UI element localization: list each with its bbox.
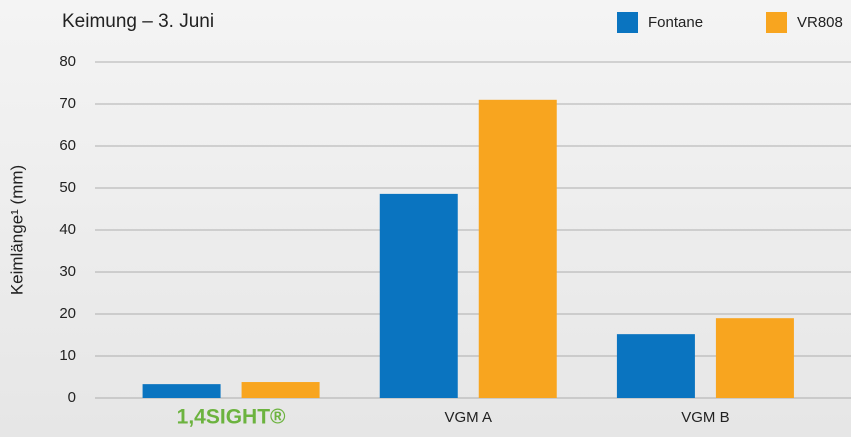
y-tick-label: 70 <box>59 95 76 112</box>
y-tick-label: 30 <box>59 263 76 280</box>
y-tick-label: 20 <box>59 305 76 322</box>
bar <box>715 318 794 398</box>
y-tick-label: 40 <box>59 221 76 238</box>
bar <box>142 384 221 398</box>
legend-label: VR808 <box>797 14 843 31</box>
legend-swatch <box>766 12 787 33</box>
chart-title: Keimung – 3. Juni <box>62 11 214 32</box>
y-axis-label: Keimlänge¹ (mm) <box>7 165 26 295</box>
legend-swatch <box>617 12 638 33</box>
legend-label: Fontane <box>648 14 703 31</box>
y-tick-label: 60 <box>59 137 76 154</box>
y-tick-label: 10 <box>59 347 76 364</box>
x-tick-label: 1,4SIGHT® <box>177 406 286 429</box>
x-tick-label: VGM B <box>681 409 729 426</box>
y-tick-label: 0 <box>68 389 76 406</box>
bar <box>241 382 320 398</box>
bar <box>616 334 695 398</box>
bar <box>478 99 557 399</box>
y-tick-label: 50 <box>59 179 76 196</box>
y-tick-label: 80 <box>59 53 76 70</box>
bar <box>379 193 458 398</box>
x-tick-label: VGM A <box>444 409 492 426</box>
